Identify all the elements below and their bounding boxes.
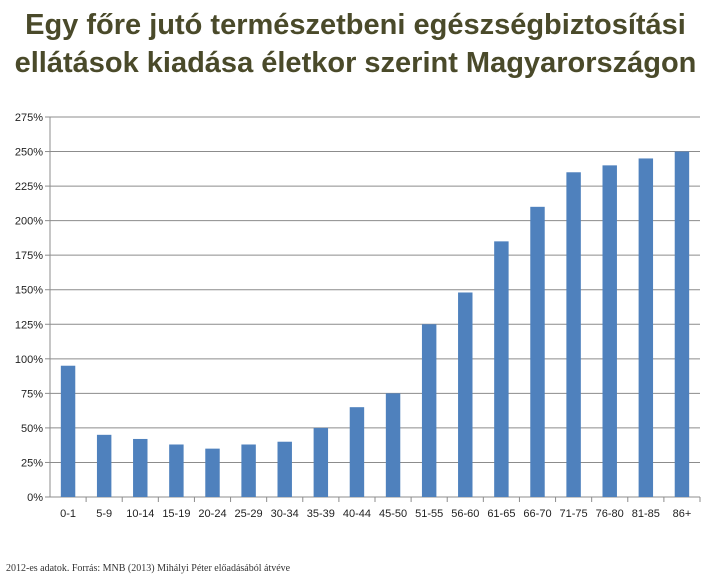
- y-tick-label: 225%: [15, 181, 43, 193]
- x-tick-label: 51-55: [415, 508, 443, 520]
- x-tick-label: 25-29: [235, 508, 263, 520]
- y-tick-label: 100%: [15, 354, 43, 366]
- chart-title-line-1: Egy főre jutó természetbeni egészségbizt…: [25, 9, 686, 41]
- bar-86plus: [674, 151, 690, 497]
- y-tick-label: 175%: [15, 250, 43, 262]
- bar-20-24: [205, 448, 220, 497]
- x-tick-label: 76-80: [596, 508, 624, 520]
- x-tick-label: 15-19: [162, 508, 190, 520]
- x-tick-label: 45-50: [379, 508, 407, 520]
- bar-51-55: [421, 324, 437, 497]
- y-tick-label: 25%: [21, 457, 43, 469]
- chart-title: Egy főre jutó természetbeni egészségbizt…: [0, 6, 711, 82]
- bar-10-14: [133, 438, 148, 497]
- bar-71-75: [566, 172, 581, 497]
- y-tick-label: 150%: [15, 285, 43, 297]
- bar-25-29: [241, 444, 256, 497]
- x-tick-label: 0-1: [60, 508, 76, 520]
- bar-chart: 0% 25% 50% 75% 100% 125% 150% 175% 200% 225% 250% 2…: [15, 112, 701, 520]
- x-tick-label: 61-65: [487, 508, 515, 520]
- x-tick-label: 35-39: [307, 508, 335, 520]
- bar-30-34: [277, 441, 292, 497]
- bar-40-44: [349, 407, 365, 497]
- bar-0-1: [60, 365, 76, 497]
- x-tick-label: 10-14: [126, 508, 154, 520]
- bar-76-80: [602, 165, 617, 497]
- y-tick-label: 125%: [15, 319, 43, 331]
- chart-title-line-2: ellátások kiadása életkor szerint Magyar…: [14, 47, 697, 79]
- bar-81-85: [638, 158, 654, 498]
- y-tick-label: 0%: [27, 492, 43, 504]
- source-footnote: 2012-es adatok. Forrás: MNB (2013) Mihál…: [6, 563, 291, 574]
- bar-35-39: [313, 427, 329, 497]
- bar-61-65: [494, 241, 509, 497]
- bar-56-60: [458, 292, 473, 497]
- x-tick-label: 40-44: [343, 508, 371, 520]
- y-tick-label: 250%: [15, 147, 43, 159]
- x-tick-label: 20-24: [198, 508, 226, 520]
- bar-66-70: [530, 206, 545, 497]
- x-tick-label: 56-60: [451, 508, 479, 520]
- y-tick-label: 200%: [15, 216, 43, 228]
- y-tick-label: 75%: [21, 388, 43, 400]
- x-tick-label: 71-75: [560, 508, 588, 520]
- x-tick-label: 5-9: [96, 508, 112, 520]
- bar-5-9: [96, 434, 112, 497]
- x-tick-label: 86+: [673, 508, 692, 520]
- x-tick-label: 81-85: [632, 508, 660, 520]
- x-tick-label: 30-34: [271, 508, 299, 520]
- bar-45-50: [385, 393, 401, 497]
- bar-15-19: [169, 444, 184, 497]
- y-tick-label: 50%: [21, 423, 43, 435]
- y-tick-label: 275%: [15, 112, 43, 124]
- x-tick-label: 66-70: [523, 508, 551, 520]
